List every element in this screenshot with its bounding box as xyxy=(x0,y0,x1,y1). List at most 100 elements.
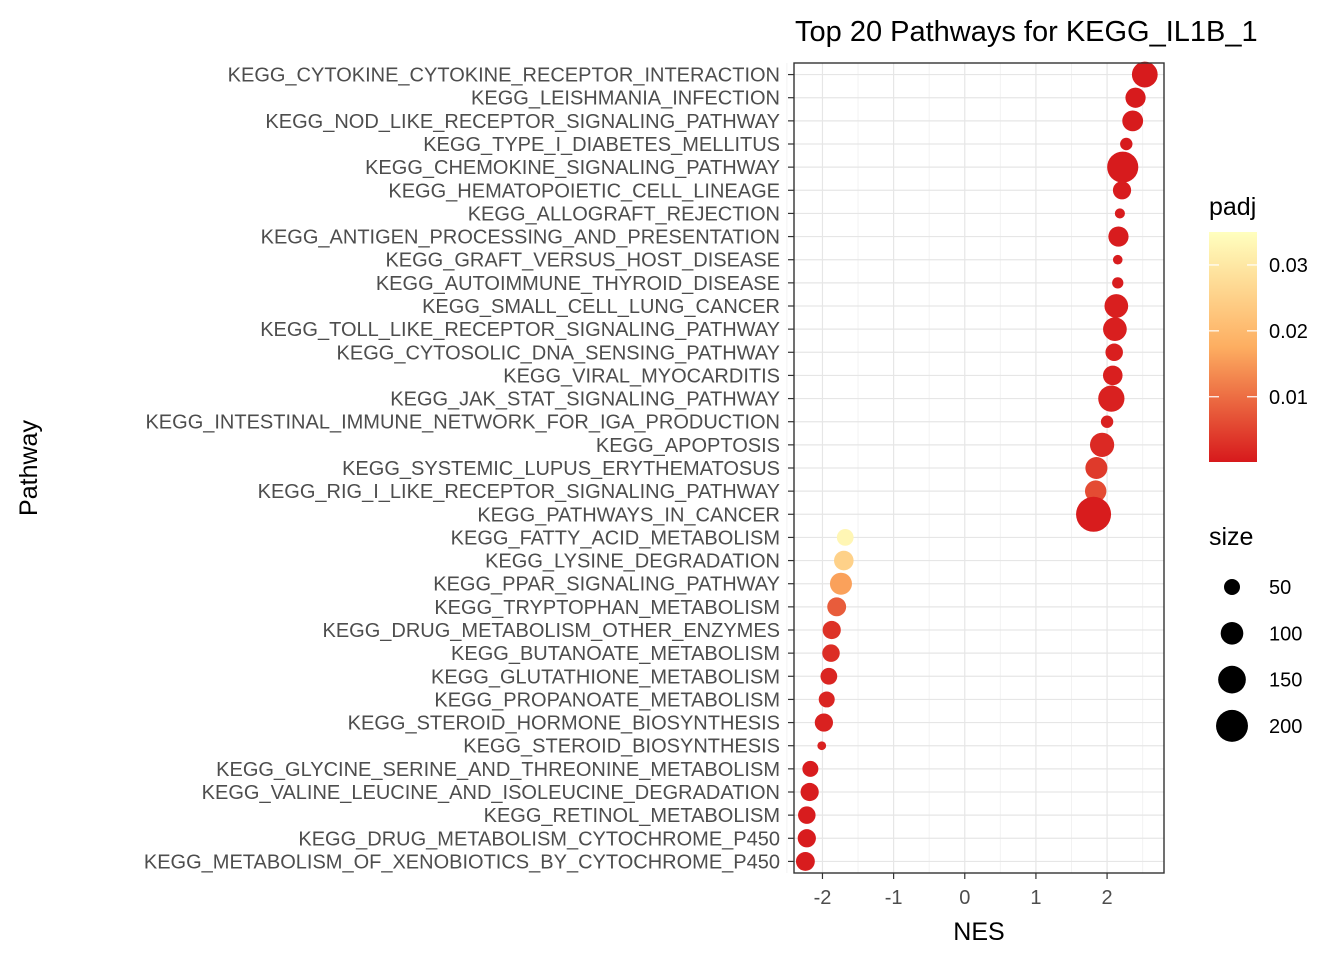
plot-border xyxy=(793,62,1165,874)
y-tick-label: KEGG_VIRAL_MYOCARDITIS xyxy=(503,365,780,387)
data-point xyxy=(834,550,854,571)
data-point xyxy=(1112,181,1132,200)
data-points xyxy=(795,61,1158,871)
data-point xyxy=(1108,226,1129,247)
y-tick-label: KEGG_DRUG_METABOLISM_OTHER_ENZYMES xyxy=(323,620,781,642)
x-axis-ticks: -2 -1 0 1 2 xyxy=(814,873,1113,909)
color-bar-label: 0.01 xyxy=(1269,387,1308,409)
data-point xyxy=(817,741,827,751)
data-point xyxy=(1112,254,1123,265)
data-point xyxy=(1085,456,1108,480)
y-tick-label: KEGG_GLYCINE_SERINE_AND_THREONINE_METABO… xyxy=(216,759,780,781)
data-point xyxy=(802,760,819,777)
y-tick-label: KEGG_CYTOSOLIC_DNA_SENSING_PATHWAY xyxy=(337,342,780,364)
data-point xyxy=(814,713,833,732)
x-tick-label: 0 xyxy=(959,887,970,909)
size-legend-label: 200 xyxy=(1269,716,1302,738)
y-tick-label: KEGG_BUTANOATE_METABOLISM xyxy=(451,643,780,665)
data-point xyxy=(1107,151,1139,183)
y-tick-label: KEGG_TYPE_I_DIABETES_MELLITUS xyxy=(423,134,780,156)
y-tick-label: KEGG_GLUTATHIONE_METABOLISM xyxy=(431,666,780,688)
data-point xyxy=(798,806,816,824)
data-point xyxy=(820,667,838,685)
data-point xyxy=(1103,317,1127,341)
y-tick-label: KEGG_ALLOGRAFT_REJECTION xyxy=(468,203,780,225)
size-legend-key xyxy=(1218,665,1246,694)
x-tick-label: 2 xyxy=(1102,887,1113,909)
y-tick-label: KEGG_RETINOL_METABOLISM xyxy=(484,805,780,827)
x-tick-label: -1 xyxy=(885,887,903,909)
size-legend-label: 50 xyxy=(1269,577,1291,599)
y-tick-label: KEGG_FATTY_ACID_METABOLISM xyxy=(451,527,780,549)
y-tick-label: KEGG_STEROID_BIOSYNTHESIS xyxy=(463,736,780,758)
y-tick-label: KEGG_GRAFT_VERSUS_HOST_DISEASE xyxy=(385,250,780,272)
y-tick-label: KEGG_HEMATOPOIETIC_CELL_LINEAGE xyxy=(388,180,780,202)
y-tick-label: KEGG_SMALL_CELL_LUNG_CANCER xyxy=(422,296,780,318)
color-bar-ticks: 0.03 0.02 0.01 xyxy=(1209,255,1308,409)
data-point xyxy=(822,644,840,662)
x-tick-label: 1 xyxy=(1030,887,1041,909)
y-tick-label: KEGG_SYSTEMIC_LUPUS_ERYTHEMATOSUS xyxy=(342,458,780,480)
data-point xyxy=(1076,496,1112,532)
data-point xyxy=(797,829,816,848)
y-tick-label: KEGG_APOPTOSIS xyxy=(596,435,780,457)
data-point xyxy=(822,620,841,640)
data-point xyxy=(795,851,815,871)
legend-color-title: padj xyxy=(1209,193,1256,221)
y-tick-label: KEGG_LYSINE_DEGRADATION xyxy=(485,551,780,573)
size-legend-items: 50 100 150 200 xyxy=(1216,577,1302,742)
data-point xyxy=(1104,294,1129,318)
data-point xyxy=(1112,277,1124,289)
data-point xyxy=(829,572,852,595)
data-point xyxy=(1098,385,1125,412)
data-point xyxy=(1100,415,1114,428)
data-point xyxy=(1120,137,1133,151)
y-tick-label: KEGG_NOD_LIKE_RECEPTOR_SIGNALING_PATHWAY xyxy=(265,111,780,133)
color-bar-label: 0.03 xyxy=(1269,255,1308,277)
y-tick-label: KEGG_PPAR_SIGNALING_PATHWAY xyxy=(433,574,780,596)
size-legend-key xyxy=(1220,622,1244,645)
data-point xyxy=(1114,208,1125,219)
y-tick-label: KEGG_DRUG_METABOLISM_CYTOCHROME_P450 xyxy=(298,828,780,850)
y-axis-labels: KEGG_CYTOKINE_CYTOKINE_RECEPTOR_INTERACT… xyxy=(144,65,780,874)
legend: padj 0.03 0.02 0.01 size 50 100 150 200 xyxy=(1209,193,1308,742)
y-tick-label: KEGG_LEISHMANIA_INFECTION xyxy=(471,88,780,110)
y-tick-label: KEGG_INTESTINAL_IMMUNE_NETWORK_FOR_IGA_P… xyxy=(145,412,780,434)
y-tick-label: KEGG_STEROID_HORMONE_BIOSYNTHESIS xyxy=(348,713,780,735)
y-tick-label: KEGG_AUTOIMMUNE_THYROID_DISEASE xyxy=(376,273,780,295)
size-legend-label: 100 xyxy=(1269,623,1302,645)
color-bar-label: 0.02 xyxy=(1269,321,1308,343)
data-point xyxy=(1105,343,1123,362)
data-point xyxy=(827,597,847,617)
data-point xyxy=(1102,365,1123,386)
y-tick-label: KEGG_JAK_STAT_SIGNALING_PATHWAY xyxy=(390,389,780,411)
y-tick-label: KEGG_PROPANOATE_METABOLISM xyxy=(434,689,780,711)
data-point xyxy=(1122,110,1144,132)
data-point xyxy=(1131,61,1158,88)
y-tick-label: KEGG_TRYPTOPHAN_METABOLISM xyxy=(434,597,780,619)
y-axis-ticks xyxy=(788,73,794,863)
y-tick-label: KEGG_CYTOKINE_CYTOKINE_RECEPTOR_INTERACT… xyxy=(228,65,780,87)
y-tick-label: KEGG_RIG_I_LIKE_RECEPTOR_SIGNALING_PATHW… xyxy=(258,481,780,503)
x-axis-title: NES xyxy=(953,918,1004,946)
data-point xyxy=(818,691,835,708)
y-tick-label: KEGG_VALINE_LEUCINE_AND_ISOLEUCINE_DEGRA… xyxy=(202,782,780,804)
x-tick-label: -2 xyxy=(814,887,832,909)
y-tick-label: KEGG_PATHWAYS_IN_CANCER xyxy=(477,504,780,526)
size-legend-key xyxy=(1224,579,1240,595)
color-bar xyxy=(1209,232,1257,462)
chart-title: Top 20 Pathways for KEGG_IL1B_1 xyxy=(795,16,1258,48)
data-point xyxy=(1125,87,1146,108)
data-point xyxy=(1084,480,1107,502)
y-tick-label: KEGG_ANTIGEN_PROCESSING_AND_PRESENTATION xyxy=(261,227,780,249)
legend-size-title: size xyxy=(1209,523,1253,551)
y-tick-label: KEGG_TOLL_LIKE_RECEPTOR_SIGNALING_PATHWA… xyxy=(260,319,780,341)
data-point xyxy=(800,782,819,802)
data-point xyxy=(836,529,854,546)
size-legend-key xyxy=(1216,709,1248,742)
data-point xyxy=(1089,432,1115,457)
y-axis-title: Pathway xyxy=(15,420,43,516)
size-legend-label: 150 xyxy=(1269,670,1302,692)
y-tick-label: KEGG_CHEMOKINE_SIGNALING_PATHWAY xyxy=(365,157,780,179)
